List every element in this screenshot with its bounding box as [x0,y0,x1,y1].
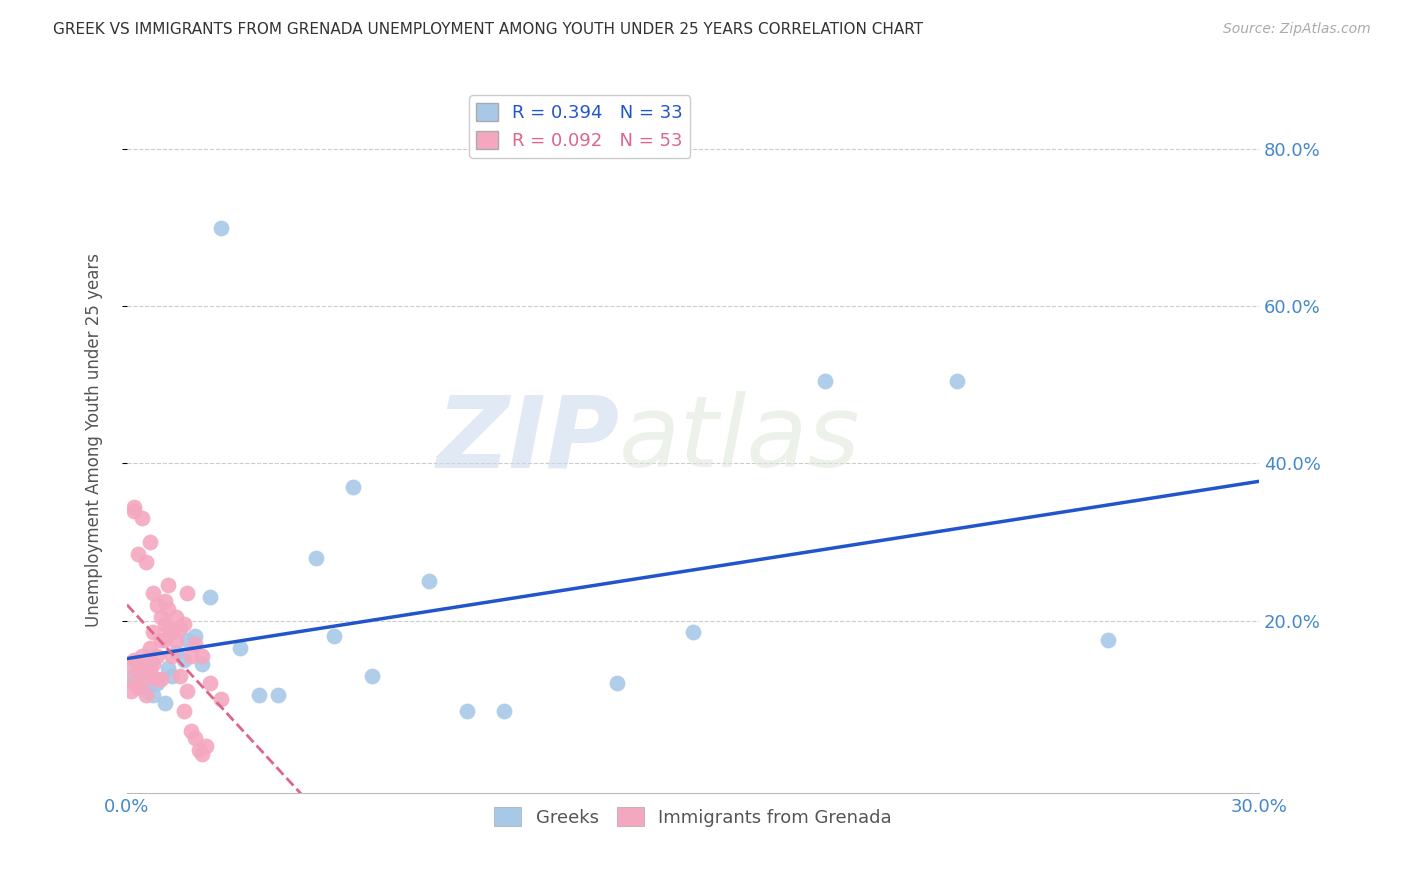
Point [142,625,165,640]
Point [160,668,183,682]
Point [456,704,478,718]
Point [131,648,153,663]
Point [165,645,187,659]
Point [361,668,384,682]
Point [146,648,169,663]
Point [153,696,176,710]
Point [494,704,516,718]
Point [209,220,232,235]
Point [157,661,180,675]
Point [814,374,837,388]
Point [131,665,153,679]
Point [138,535,160,549]
Point [304,550,326,565]
Point [157,601,180,615]
Point [124,676,146,690]
Point [198,676,221,690]
Point [135,684,157,698]
Point [160,648,183,663]
Point [209,692,232,706]
Text: atlas: atlas [620,392,860,488]
Point [138,640,160,655]
Point [120,661,142,675]
Point [184,637,207,651]
Point [120,684,142,698]
Point [142,688,165,702]
Point [323,629,346,643]
Point [173,704,195,718]
Point [142,586,165,600]
Point [153,633,176,648]
Point [149,633,172,648]
Text: Source: ZipAtlas.com: Source: ZipAtlas.com [1223,22,1371,37]
Point [124,653,146,667]
Point [1097,633,1119,648]
Point [180,648,202,663]
Point [195,739,218,754]
Point [157,578,180,592]
Legend: Greeks, Immigrants from Grenada: Greeks, Immigrants from Grenada [486,800,898,834]
Point [198,590,221,604]
Point [135,555,157,569]
Point [149,609,172,624]
Point [142,657,165,671]
Point [946,374,969,388]
Point [176,633,198,648]
Point [131,511,153,525]
Point [127,657,149,671]
Point [120,668,142,682]
Point [127,547,149,561]
Point [127,681,149,695]
Point [169,621,191,635]
Text: ZIP: ZIP [436,392,620,488]
Point [124,500,146,514]
Point [176,684,198,698]
Point [606,676,628,690]
Point [153,594,176,608]
Point [165,633,187,648]
Point [169,668,191,682]
Point [131,673,153,687]
Point [146,673,169,687]
Point [146,676,169,690]
Point [247,688,270,702]
Point [153,617,176,632]
Point [267,688,290,702]
Y-axis label: Unemployment Among Youth under 25 years: Unemployment Among Youth under 25 years [86,252,103,627]
Point [342,480,364,494]
Point [191,648,214,663]
Point [160,625,183,640]
Point [124,503,146,517]
Point [173,617,195,632]
Point [138,665,160,679]
Point [135,688,157,702]
Point [180,723,202,738]
Point [176,586,198,600]
Point [184,731,207,746]
Point [146,598,169,612]
Point [127,681,149,695]
Point [124,676,146,690]
Point [187,743,209,757]
Point [229,640,252,655]
Point [135,673,157,687]
Point [191,657,214,671]
Point [184,629,207,643]
Point [149,673,172,687]
Text: GREEK VS IMMIGRANTS FROM GRENADA UNEMPLOYMENT AMONG YOUTH UNDER 25 YEARS CORRELA: GREEK VS IMMIGRANTS FROM GRENADA UNEMPLO… [53,22,924,37]
Point [157,621,180,635]
Point [165,609,187,624]
Point [191,747,214,761]
Point [418,574,440,589]
Point [138,661,160,675]
Point [682,625,704,640]
Point [173,653,195,667]
